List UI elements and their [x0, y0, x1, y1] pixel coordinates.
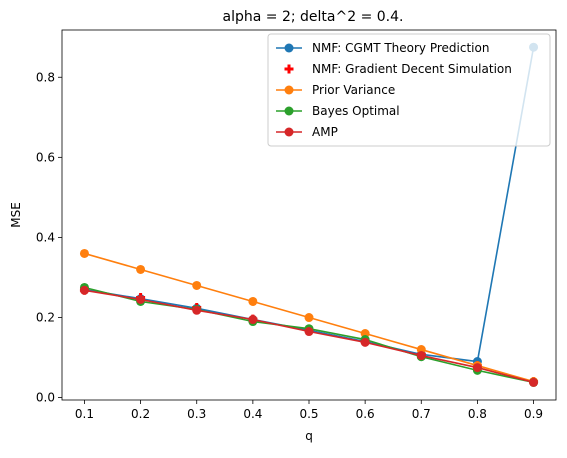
- legend-label: NMF: Gradient Decent Simulation: [312, 62, 512, 76]
- legend-marker: [284, 127, 294, 137]
- data-point: [304, 327, 314, 337]
- x-tick-label: 0.7: [412, 407, 431, 421]
- legend-marker: [284, 85, 294, 95]
- y-tick-label: 0.2: [36, 311, 55, 325]
- data-point: [79, 285, 89, 295]
- x-tick-label: 0.3: [187, 407, 206, 421]
- legend-entry: NMF: Gradient Decent Simulation: [284, 62, 512, 76]
- data-point: [136, 294, 146, 304]
- x-tick-label: 0.4: [243, 407, 262, 421]
- legend-label: AMP: [312, 125, 338, 139]
- legend-marker: [284, 43, 294, 53]
- x-tick-label: 0.9: [524, 407, 543, 421]
- legend-label: Bayes Optimal: [312, 104, 400, 118]
- x-tick-label: 0.5: [299, 407, 318, 421]
- x-tick-label: 0.2: [131, 407, 150, 421]
- y-tick-label: 0.0: [36, 391, 55, 405]
- axes: 0.1 0.2 0.3 0.4 0.5 0.6 0.7 0.8 0.9 0.0 0.2 0.4 0.6 0…: [36, 70, 543, 421]
- data-point: [192, 305, 202, 315]
- legend-entry: AMP: [276, 125, 338, 139]
- legend-box: [267, 33, 551, 147]
- legend-label: Prior Variance: [312, 83, 395, 97]
- y-tick-label: 0.4: [36, 230, 55, 244]
- y-tick-label: 0.6: [36, 150, 55, 164]
- legend: NMF: CGMT Theory Prediction NMF: Gradient…: [267, 33, 551, 147]
- data-point: [136, 264, 146, 274]
- data-point: [79, 248, 89, 258]
- plot-area: [79, 42, 539, 387]
- chart-title: alpha = 2; delta^2 = 0.4.: [223, 9, 404, 25]
- data-point: [472, 363, 482, 373]
- data-point: [304, 313, 314, 323]
- series-4: [79, 285, 539, 387]
- data-point: [360, 337, 370, 347]
- y-axis-label: MSE: [9, 202, 23, 228]
- x-tick-label: 0.1: [75, 407, 94, 421]
- data-point: [192, 280, 202, 290]
- data-point: [416, 351, 426, 361]
- x-tick-label: 0.8: [468, 407, 487, 421]
- legend-entry: Prior Variance: [276, 83, 395, 97]
- legend-entry: Bayes Optimal: [276, 104, 400, 118]
- data-point: [248, 296, 258, 306]
- legend-marker: [284, 64, 294, 74]
- data-point: [248, 315, 258, 325]
- y-tick-label: 0.8: [36, 70, 55, 84]
- legend-label: NMF: CGMT Theory Prediction: [312, 41, 489, 55]
- x-axis-label: q: [305, 429, 313, 443]
- x-tick-label: 0.6: [356, 407, 375, 421]
- data-point: [529, 377, 539, 387]
- legend-marker: [284, 106, 294, 116]
- series-line: [84, 289, 534, 384]
- legend-entry: NMF: CGMT Theory Prediction: [276, 41, 489, 55]
